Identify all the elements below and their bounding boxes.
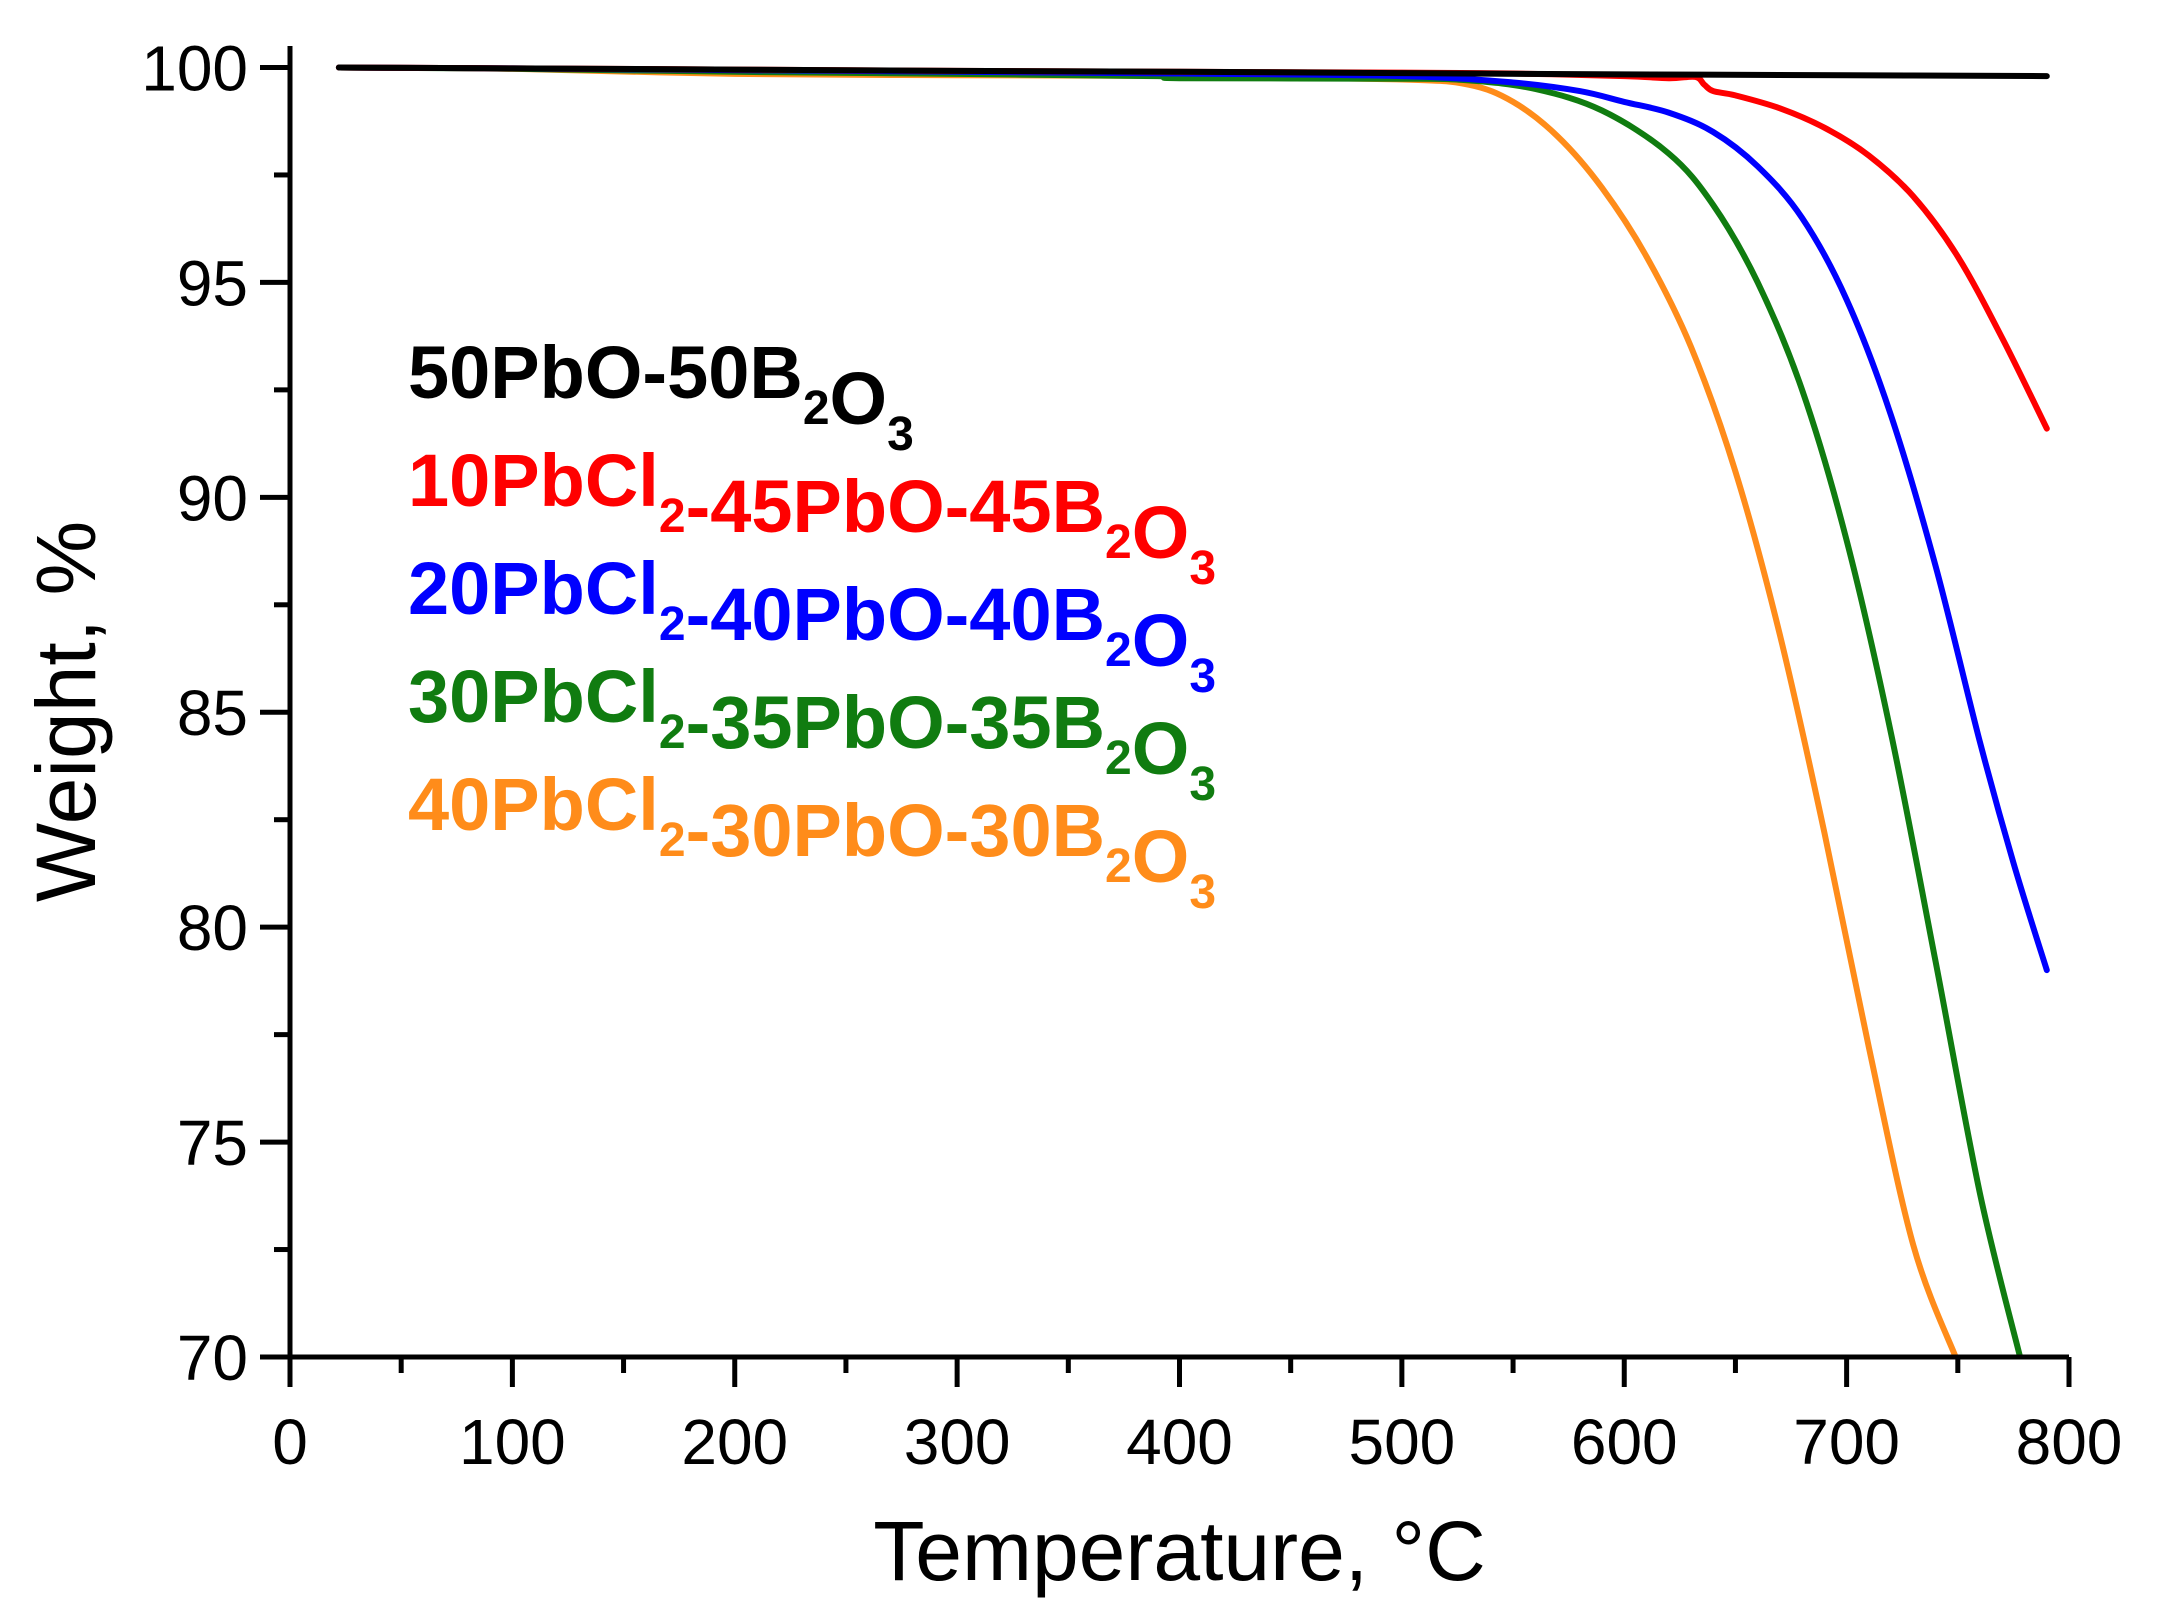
x-tick-label: 0 — [272, 1406, 308, 1478]
y-tick-label: 95 — [177, 247, 248, 319]
legend-subscript: 2 — [1105, 840, 1132, 893]
legend-text-part: 20PbCl — [408, 547, 659, 630]
legend-subscript: 3 — [1189, 866, 1216, 919]
curves-layer — [335, 64, 2050, 1357]
legend-text-part: -35PbO-35B — [686, 681, 1105, 764]
legend: 50PbO-50B2O310PbCl2-45PbO-45B2O320PbCl2-… — [408, 331, 1216, 919]
y-tick-label: 100 — [141, 32, 248, 104]
legend-subscript: 3 — [1189, 758, 1216, 811]
legend-text-part: -45PbO-45B — [686, 465, 1105, 548]
legend-subscript: 2 — [1105, 516, 1132, 569]
legend-text-part: -40PbO-40B — [686, 573, 1105, 656]
legend-subscript: 2 — [659, 490, 686, 543]
x-axis-title: Temperature, °C — [873, 1504, 1486, 1598]
x-tick-label: 700 — [1793, 1406, 1900, 1478]
legend-entry-2: 10PbCl2-45PbO-45B2O3 — [408, 439, 1216, 595]
x-tick-label: 400 — [1126, 1406, 1233, 1478]
legend-text-part: O — [1132, 815, 1190, 898]
legend-subscript: 3 — [1189, 650, 1216, 703]
legend-entry-5: 40PbCl2-30PbO-30B2O3 — [408, 763, 1216, 919]
legend-text-part: -30PbO-30B — [686, 789, 1105, 872]
legend-subscript: 2 — [659, 706, 686, 759]
legend-text-part: O — [1132, 707, 1190, 790]
legend-entry-3: 20PbCl2-40PbO-40B2O3 — [408, 547, 1216, 703]
legend-subscript: 2 — [659, 598, 686, 651]
x-tick-label: 500 — [1348, 1406, 1455, 1478]
legend-subscript: 3 — [1189, 542, 1216, 595]
ticks-layer — [260, 64, 2072, 1387]
legend-entry-1: 50PbO-50B2O3 — [408, 331, 914, 461]
legend-text-part: O — [1132, 491, 1190, 574]
series-line-1 — [335, 64, 2050, 80]
labels-layer: 0 100 200 300 400 500 600 700 800 70 75 80 85 90 95 100… — [19, 32, 2122, 1598]
legend-text-part: O — [1132, 599, 1190, 682]
x-tick-label: 100 — [459, 1406, 566, 1478]
x-tick-label: 800 — [2016, 1406, 2123, 1478]
y-tick-label: 75 — [177, 1107, 248, 1179]
x-tick-label: 300 — [904, 1406, 1011, 1478]
legend-subscript: 2 — [1105, 732, 1132, 785]
y-axis-title: Weight, % — [19, 521, 113, 902]
y-tick-label: 85 — [177, 677, 248, 749]
legend-subscript: 2 — [659, 814, 686, 867]
legend-text-part: 50PbO-50B — [408, 331, 803, 414]
x-tick-label: 600 — [1571, 1406, 1678, 1478]
y-tick-label: 90 — [177, 462, 248, 534]
x-tick-label: 200 — [681, 1406, 788, 1478]
legend-subscript: 3 — [887, 408, 914, 461]
legend-text-part: 10PbCl — [408, 439, 659, 522]
y-tick-label: 80 — [177, 892, 248, 964]
legend-subscript: 2 — [803, 382, 830, 435]
legend-text-part: 30PbCl — [408, 655, 659, 738]
legend-subscript: 2 — [1105, 624, 1132, 677]
legend-text-part: 40PbCl — [408, 763, 659, 846]
y-tick-label: 70 — [177, 1322, 248, 1394]
legend-text-part: O — [830, 357, 888, 440]
legend-entry-4: 30PbCl2-35PbO-35B2O3 — [408, 655, 1216, 811]
